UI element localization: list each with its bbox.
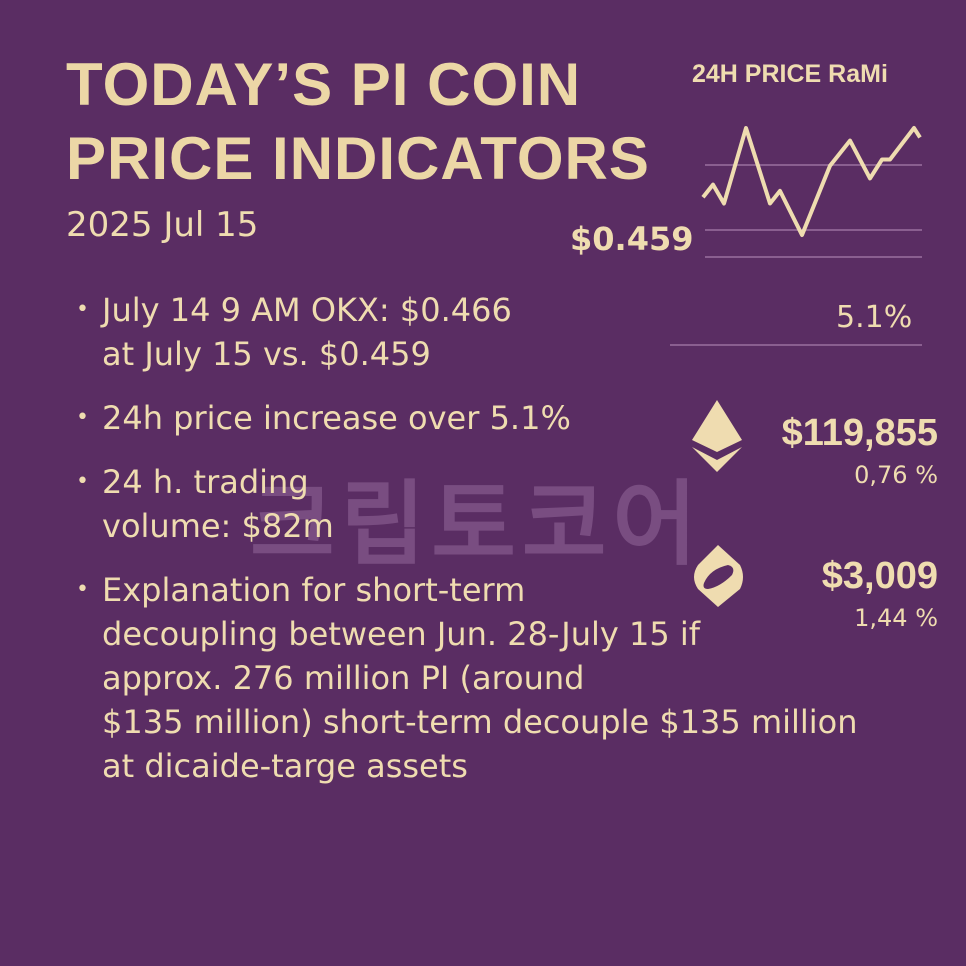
bullet-item: 24h price increase over 5.1%	[72, 396, 932, 440]
bullet-text: decoupling between Jun. 28-July 15 if	[102, 615, 701, 653]
bullet-item: July 14 9 AM OKX: $0.466 at July 15 vs. …	[72, 288, 932, 376]
range-title: 24H PRICE RaMi	[692, 60, 888, 88]
page-title: TODAY’S PI COIN PRICE INDICATORS	[66, 48, 650, 196]
bullet-text: 24h price increase over 5.1%	[102, 399, 571, 437]
coin-icon	[694, 545, 743, 607]
bullet-text: at July 15 vs. $0.459	[102, 335, 431, 373]
coin-change: 1,44 %	[854, 604, 938, 632]
bullet-text: approx. 276 million PI (around	[102, 659, 585, 697]
ethereum-icon	[692, 400, 742, 472]
coin-price: $119,855	[781, 412, 938, 454]
bullet-text: July 14 9 AM OKX: $0.466	[102, 291, 512, 329]
coin-eth: $119,855 0,76 %	[782, 412, 938, 489]
price-sparkline	[701, 126, 922, 258]
bullet-text: $135 million) short-term decouple $135 m…	[102, 703, 858, 741]
title-line-1: TODAY’S PI COIN	[66, 51, 582, 118]
bullet-list: July 14 9 AM OKX: $0.466 at July 15 vs. …	[72, 288, 932, 808]
bullet-text: 24 h. trading	[102, 463, 309, 501]
date: 2025 Jul 15	[66, 205, 259, 245]
coin-price: $3,009	[821, 555, 938, 597]
sparkline-path	[701, 126, 922, 237]
coin-second: $3,009 1,44 %	[822, 555, 938, 632]
bullet-text: Explanation for short-term	[102, 571, 526, 609]
bullet-item: 24 h. trading volume: $82m	[72, 460, 932, 548]
current-price: $0.459	[570, 220, 694, 258]
coin-change: 0,76 %	[854, 461, 938, 489]
bullet-item: Explanation for short-term decoupling be…	[72, 568, 932, 788]
bullet-text: volume: $82m	[102, 507, 334, 545]
bullet-text: at dicaide-targe assets	[102, 747, 468, 785]
title-line-2: PRICE INDICATORS	[66, 125, 650, 192]
